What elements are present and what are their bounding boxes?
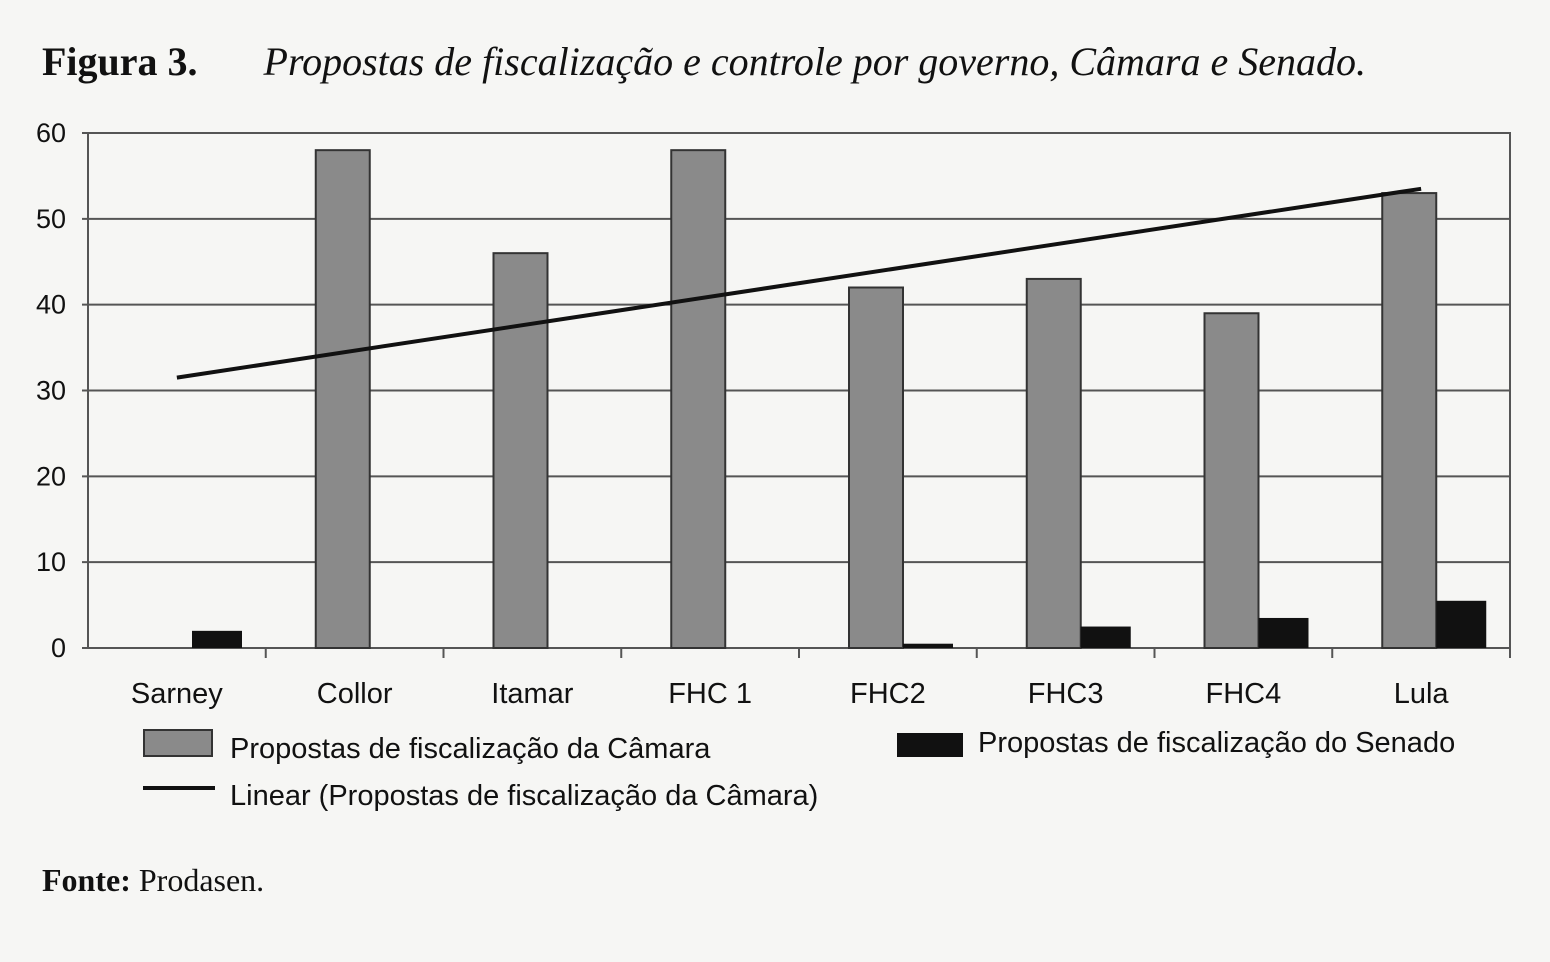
y-tick-label: 0 [51,633,66,663]
legend-swatch-camara [143,729,213,757]
legend-label-senado: Propostas de fiscalização do Senado [978,727,1456,759]
legend-label-camara: Propostas de fiscalização da Câmara [230,733,711,765]
x-tick-label: FHC2 [850,678,926,710]
y-tick-label: 50 [36,204,66,234]
legend-label-trend: Linear (Propostas de fiscalização da Câm… [230,780,819,812]
x-tick-label: FHC4 [1206,678,1282,710]
figure-caption: Propostas de fiscalização e controle por… [263,39,1367,84]
bar-senado [192,630,242,648]
x-tick-label: FHC3 [1028,678,1104,710]
x-tick-label: FHC 1 [668,678,752,710]
y-tick-label: 20 [36,461,66,491]
bar-camara [670,149,727,650]
bar-senado [1080,626,1131,648]
y-tick-label: 10 [36,547,66,577]
x-tick-label: Collor [317,678,393,710]
bar-camara [1203,312,1260,649]
source-text: Prodasen. [138,862,265,898]
y-tick-label: 40 [36,290,66,320]
bar-camara [492,252,549,650]
trendline [176,186,1422,380]
bar-camara [1025,277,1082,649]
x-tick-label: Sarney [131,678,223,710]
x-tick-label: Lula [1394,678,1450,710]
y-tick-label: 60 [36,118,66,148]
x-tick-label: Itamar [491,678,574,710]
bar-senado [1436,600,1487,648]
figure-label: Figura 3. [42,39,198,84]
figure-title: Figura 3. Propostas de fiscalização e co… [42,38,1522,85]
source-label: Fonte: [42,862,131,898]
y-tick-label: 30 [36,376,66,406]
bar-senado [1258,617,1309,648]
source-note: Fonte: Prodasen. [42,862,264,899]
bar-chart: 0 10 20 30 40 50 60 Sarney Collor Itamar FHC 1 FHC2… [36,118,1511,710]
bar-senado [903,643,953,648]
legend-swatch-trend [143,786,215,790]
bar-camara [314,149,371,650]
legend: Propostas de fiscalização da Câmara Prop… [0,0,1550,812]
bar-camara [848,286,904,649]
bar-camara [1381,192,1438,649]
legend-swatch-senado [897,733,963,757]
